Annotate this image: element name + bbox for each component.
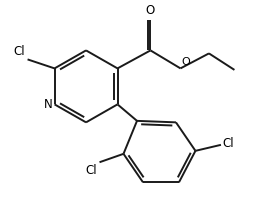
Text: Cl: Cl: [86, 164, 98, 177]
Text: O: O: [146, 4, 155, 17]
Text: Cl: Cl: [14, 45, 25, 58]
Text: O: O: [182, 57, 191, 67]
Text: N: N: [43, 98, 52, 111]
Text: Cl: Cl: [222, 137, 234, 150]
